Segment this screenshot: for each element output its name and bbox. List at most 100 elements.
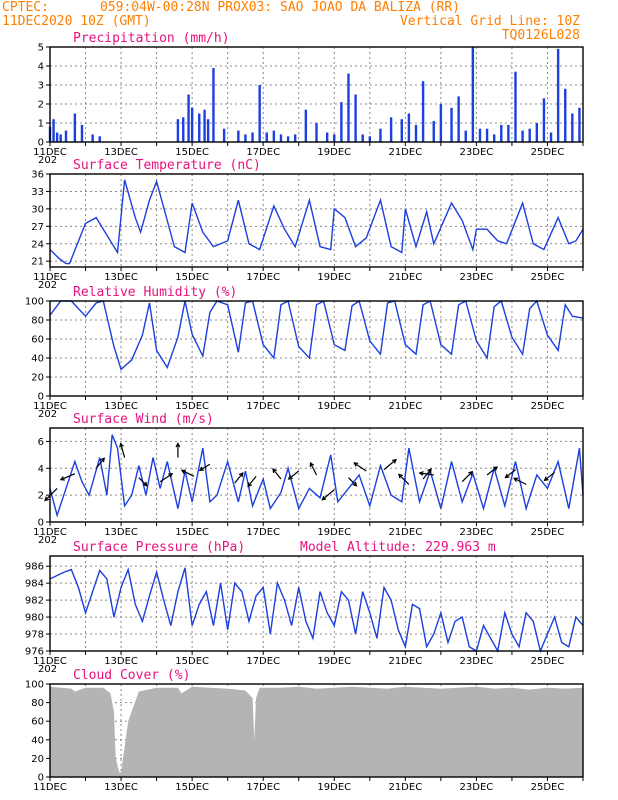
year-fragment: 202 (38, 664, 57, 675)
precip-bar (304, 109, 308, 142)
y-tick-label: 0 (38, 773, 44, 784)
precip-bar (535, 123, 539, 142)
wind-arrow (44, 488, 58, 501)
wind-arrow-head (352, 481, 358, 487)
wind-arrow-head (427, 468, 432, 474)
precip-bar (272, 130, 276, 142)
x-tick-label: 17DEC (246, 782, 280, 793)
y-tick-label: 0 (38, 518, 44, 529)
precip-bar (528, 128, 531, 142)
panel-title: Surface Temperature (nC) (73, 158, 261, 173)
precip-bar (439, 104, 443, 142)
x-tick-label: 17DEC (246, 656, 280, 667)
x-tick-label: 19DEC (317, 656, 351, 667)
wind-arrow (461, 471, 473, 483)
x-tick-label: 17DEC (246, 147, 280, 158)
y-tick-label: 980 (25, 613, 44, 624)
y-tick-label: 80 (31, 698, 44, 709)
precip-bar (198, 113, 201, 142)
x-tick-label: 17DEC (246, 527, 280, 538)
header-source: CPTEC: (2, 0, 49, 15)
x-tick-label: 11DEC (33, 656, 67, 667)
year-fragment: 202 (38, 155, 57, 166)
y-tick-label: 5 (38, 43, 44, 54)
wind-arrow (95, 457, 105, 469)
precip-bar (59, 134, 62, 142)
wind-arrow (505, 469, 516, 479)
wind-arrow-head (309, 461, 315, 468)
wind-arrow-head (321, 495, 327, 501)
cloud-cover-area (50, 686, 583, 777)
wind-arrow-head (44, 496, 50, 502)
x-tick-label: 21DEC (388, 527, 422, 538)
panel-frame (49, 173, 584, 268)
precip-bar (400, 119, 403, 142)
x-tick-label: 21DEC (388, 401, 422, 412)
wind-arrow (181, 469, 195, 477)
wind-arrow-head (543, 476, 549, 482)
precip-bar (279, 134, 283, 142)
precip-bar (571, 113, 574, 142)
panel-precipitation: 0 1 2 3 4 5 11DEC 13DEC 15DEC 17DEC 19DEC 21DEC 23DE… (33, 31, 584, 166)
wind-line (49, 434, 584, 518)
wind-arrow-head (142, 481, 148, 487)
wind-arrow (288, 470, 300, 480)
panel-frame (49, 683, 584, 778)
wind-arrow (60, 473, 76, 481)
wind-arrow (309, 462, 318, 476)
wind-arrow-head (100, 457, 105, 463)
x-tick-label: 13DEC (104, 147, 138, 158)
wind-arrow-head (468, 470, 474, 476)
y-tick-label: 40 (31, 735, 44, 746)
panel-cloud: 0 20 40 60 80 100 11DEC 13DEC 15DEC 17DEC 19DEC 21D… (25, 668, 584, 793)
precip-bar (251, 132, 254, 142)
y-tick-label: 2 (38, 491, 44, 502)
x-tick-label: 25DEC (531, 782, 565, 793)
precip-bar (407, 113, 411, 142)
y-tick-label: 982 (25, 596, 44, 607)
y-tick-label: 21 (31, 257, 44, 268)
wind-arrow (419, 472, 434, 476)
precip-bar (55, 132, 59, 142)
wind-arrow (353, 462, 367, 472)
x-tick-label: 13DEC (104, 272, 138, 283)
x-tick-label: 13DEC (104, 782, 138, 793)
precip-bar (450, 107, 453, 142)
precip-bar (432, 121, 435, 142)
x-tick-label: 23DEC (460, 272, 494, 283)
x-tick-label: 19DEC (317, 147, 351, 158)
precip-bar (237, 130, 240, 142)
x-tick-label: 11DEC (33, 401, 67, 412)
wind-arrow (486, 466, 498, 476)
y-tick-label: 1 (38, 119, 44, 130)
x-tick-label: 13DEC (104, 656, 138, 667)
x-tick-label: 13DEC (104, 401, 138, 412)
meteogram-panels: 0 1 2 3 4 5 11DEC 13DEC 15DEC 17DEC 19DEC 21DEC 23DE… (25, 31, 584, 793)
precip-bar (556, 48, 560, 142)
precip-bar (542, 98, 546, 142)
y-tick-label: 976 (25, 647, 44, 658)
x-tick-label: 11DEC (33, 147, 67, 158)
precip-bar (190, 107, 194, 142)
y-tick-label: 100 (25, 297, 44, 308)
panel-frame (49, 427, 584, 523)
precip-bar (206, 119, 210, 142)
precip-bar (333, 134, 336, 142)
precip-bar (222, 128, 226, 142)
wind-arrow-head (247, 482, 253, 488)
precip-bar (80, 124, 84, 142)
y-tick-label: 100 (25, 680, 44, 691)
precip-bar (379, 128, 382, 142)
panel-frame (49, 46, 584, 143)
precip-bar (578, 107, 581, 142)
panel-wind: 0 2 4 6 11DEC 13DEC 15DEC 17DEC 19DEC 21DEC 23DEC 2… (33, 412, 584, 546)
wind-arrow (513, 477, 527, 485)
header-location: 059:04W-00:28N PROX03: SAO JOAO DA BALIZ… (100, 0, 460, 15)
x-tick-label: 25DEC (531, 401, 565, 412)
x-tick-label: 23DEC (460, 782, 494, 793)
precip-bar (521, 130, 524, 142)
x-tick-label: 21DEC (388, 782, 422, 793)
precip-bar (492, 134, 496, 142)
wind-arrow-head (180, 469, 186, 474)
